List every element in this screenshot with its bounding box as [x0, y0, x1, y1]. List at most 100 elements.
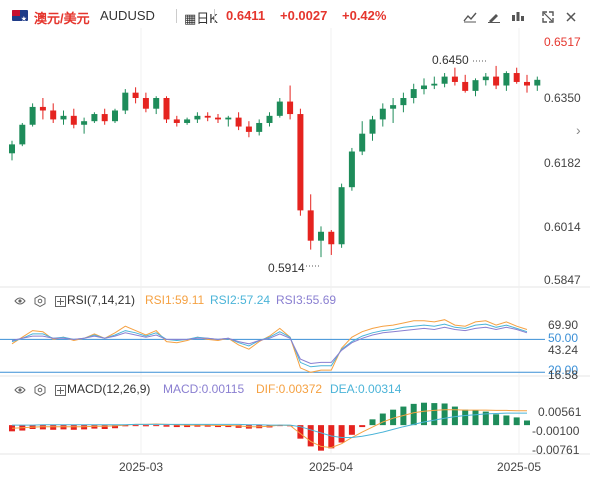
macd-bar [60, 425, 67, 430]
candle-body [276, 101, 283, 116]
rsi-axis-tick: 69.90 [548, 318, 579, 332]
macd-bar [184, 425, 191, 428]
fullscreen-icon[interactable] [539, 8, 557, 26]
candle-body [328, 231, 335, 245]
indicator-info-icon[interactable] [54, 295, 66, 307]
macd-bar [112, 425, 118, 429]
macd-bar [215, 425, 221, 428]
candle-body [266, 115, 273, 123]
divider [214, 9, 215, 23]
macd-bar [204, 425, 211, 427]
candle-body [184, 119, 191, 123]
rsi3-line [11, 326, 528, 365]
candle-body [297, 114, 304, 211]
candle-body [245, 126, 252, 132]
symbol-code[interactable]: AUDUSD [100, 8, 155, 23]
price-axis-tick: 0.5847 [544, 273, 581, 287]
candle-body [215, 117, 221, 120]
candle-body [9, 144, 15, 154]
candle-body [493, 76, 500, 86]
macd-bar [91, 425, 98, 429]
macd-bar [276, 425, 283, 427]
macd-bar [101, 425, 108, 429]
macd-bar [132, 425, 139, 427]
macd-bar [493, 414, 500, 426]
price-change: +0.0027 [280, 8, 328, 23]
candle-body [81, 121, 88, 125]
dif-value: DIF:0.00372 [256, 382, 323, 396]
close-icon[interactable] [562, 8, 580, 26]
chevron-right-icon[interactable]: › [576, 122, 581, 138]
rsi-panel [0, 319, 545, 373]
macd-bar [297, 425, 304, 439]
candle-body [431, 83, 438, 86]
candle-body [112, 110, 118, 122]
grid [0, 28, 590, 455]
macd-bar [441, 403, 448, 426]
low-annotation: 0.5914 [268, 261, 305, 275]
macd-bar [225, 425, 232, 428]
candle-body [390, 105, 397, 109]
dif-line [11, 409, 527, 449]
macd-bar [328, 425, 335, 449]
candle-body [338, 187, 345, 245]
macd-bar [235, 425, 242, 428]
macd-bar [359, 425, 366, 428]
macd-bar [142, 425, 149, 427]
rsi-axis-tick: 20.00 [548, 363, 579, 377]
candle-body [256, 122, 263, 132]
dea-value: DEA:0.00314 [330, 382, 402, 396]
candle-body [60, 115, 67, 120]
draw-icon[interactable] [485, 8, 503, 26]
candle-body [524, 81, 530, 86]
chart-canvas[interactable] [0, 28, 590, 482]
rsi1-value: RSI1:59.11 [145, 293, 205, 307]
period-label: 日K [196, 11, 218, 26]
macd-axis-tick: -0.00100 [532, 424, 580, 438]
macd-bar [472, 410, 479, 426]
eye-icon[interactable] [14, 295, 26, 307]
candle-body [70, 115, 77, 125]
rsi-header: RSI(7,14,21) RSI1:59.11 RSI2:57.24 RSI3:… [0, 293, 590, 309]
chart-type-icon[interactable] [461, 8, 479, 26]
macd-bar [50, 425, 57, 430]
candle-body [503, 73, 510, 86]
rsi1-line [11, 319, 528, 373]
macd-bar [39, 425, 46, 430]
dea-line [12, 412, 527, 438]
macd-bar [503, 415, 510, 426]
rsi-axis-tick: 43.24 [548, 343, 579, 357]
candle-body [91, 114, 98, 122]
eye-icon[interactable] [14, 384, 26, 396]
macd-bar [70, 425, 77, 430]
price-axis-tick: 0.6182 [544, 156, 581, 170]
candle-body [122, 92, 129, 111]
candle-body [173, 119, 180, 123]
price-axis-tick: 0.6014 [544, 220, 581, 234]
settings-icon[interactable] [34, 295, 46, 307]
indicator-info-icon[interactable] [54, 384, 66, 396]
macd-bar [163, 425, 170, 427]
x-axis-tick: 2025-03 [119, 460, 164, 474]
macd-bar [421, 402, 427, 426]
period-selector[interactable]: ▦日K [184, 8, 218, 27]
candle-body [359, 133, 366, 152]
rsi-axis-tick: 50.00 [548, 331, 579, 345]
price-axis-tick: 0.6517 [544, 35, 581, 49]
rsi-title: RSI(7,14,21) [67, 293, 136, 307]
candle-body [204, 115, 211, 118]
candle-body [410, 89, 417, 99]
pair-name[interactable]: 澳元/美元 [34, 11, 90, 26]
rsi2-value: RSI2:57.24 [210, 293, 271, 307]
candle-body [235, 117, 242, 127]
macd-value: MACD:0.00115 [163, 382, 245, 396]
candle-body [451, 76, 458, 82]
australia-flag-icon [12, 10, 28, 21]
candle-body [287, 101, 294, 115]
settings-icon[interactable] [34, 384, 46, 396]
indicator-icon[interactable] [509, 8, 527, 26]
candle-body [369, 119, 376, 134]
macd-bar [462, 409, 469, 426]
macd-bar [307, 425, 314, 447]
macd-bar [482, 411, 489, 426]
